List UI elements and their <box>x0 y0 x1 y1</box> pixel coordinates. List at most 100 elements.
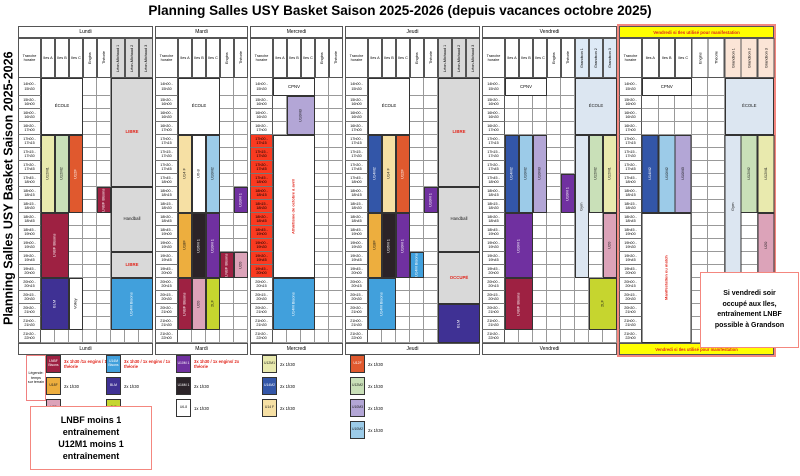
grid-cell <box>561 330 575 343</box>
block-u10m-1: U10M 1 <box>396 213 410 278</box>
time-cell: 18h30 - 18h45 <box>250 213 273 226</box>
column-header-grandson-1: Grandson 1 <box>575 38 589 78</box>
grid-cell <box>329 252 343 265</box>
time-cell: 19h30 - 19h45 <box>345 252 368 265</box>
grid-cell <box>603 330 617 343</box>
time-cell: 17h45 - 18h00 <box>250 174 273 187</box>
day-header-mardi: Mardi <box>155 26 248 38</box>
column-header-iles-a: Iles A <box>505 38 519 78</box>
column-header-iles-b: Iles B <box>192 38 206 78</box>
grid-cell <box>589 252 603 265</box>
time-cell: 20h15 - 20h30 <box>482 291 505 304</box>
grid-cell <box>97 213 111 226</box>
grid-cell <box>83 278 97 291</box>
legend-text: 2x 1h30 <box>280 383 295 389</box>
block-handball: Handball <box>111 187 153 252</box>
grid-cell <box>83 109 97 122</box>
time-cell: 19h45 - 20h00 <box>18 265 41 278</box>
column-header-iles-b: Iles B <box>287 38 301 78</box>
column-header-iles-a: Iles A <box>178 38 192 78</box>
block-u10m2: U10M2 <box>206 135 220 213</box>
time-cell: 20h00 - 20h15 <box>18 278 41 291</box>
grid-cell <box>234 213 248 226</box>
grid-cell <box>547 278 561 291</box>
block-u20: U20 <box>192 278 206 330</box>
time-cell: 20h00 - 20h15 <box>345 278 368 291</box>
grid-cell <box>234 291 248 304</box>
column-header-iles-a: Iles A <box>642 38 659 78</box>
block-u18f: U18F <box>368 213 382 278</box>
legend-item-u12f: U12F 2x 1h30 <box>350 353 420 375</box>
grid-cell <box>220 317 234 330</box>
day-body: 14h00 - 15h30 15h30 - 16h00 16h00 - 16h30 1… <box>250 78 343 343</box>
grid-cell <box>329 239 343 252</box>
grid-cell <box>708 161 725 174</box>
column-header-tranche-horaire: Tranche horaire <box>18 38 41 78</box>
legend-item-u10m2: U10M2 2x 1h30 <box>350 419 420 441</box>
grid-cell <box>561 265 575 278</box>
grid-cell <box>83 187 97 200</box>
column-header-th-orie: Théorie <box>708 38 725 78</box>
grid-cell <box>589 213 603 226</box>
time-cell: 15h30 - 16h00 <box>155 96 178 109</box>
time-cell: 14h00 - 15h30 <box>155 78 178 96</box>
column-header-grandson-3: Grandson 3 <box>757 38 774 78</box>
legend-label-box: Légende: temps sur terrain <box>26 355 46 401</box>
time-cell: 19h00 - 19h30 <box>250 239 273 252</box>
column-header-l-on-michaud-3: Léon-Michaud 3 <box>466 38 480 78</box>
time-cell: 20h30 - 21h00 <box>155 304 178 317</box>
legend-swatch-u10m3: U10M3 <box>350 399 365 417</box>
block-2lf: 2LF <box>589 278 617 330</box>
grid-cell <box>642 109 659 122</box>
grid-cell <box>547 78 561 96</box>
grid-cell <box>220 187 234 200</box>
grid-cell <box>561 291 575 304</box>
grid-cell <box>708 109 725 122</box>
legend-text: 2x 1h30 <box>368 405 383 411</box>
block-u20: U20 <box>603 213 617 278</box>
grid-cell <box>533 265 547 278</box>
side-title: Planning Salles USY Basket Saison 2025-2… <box>1 51 16 326</box>
grid-cell <box>301 330 315 343</box>
grid-cell <box>547 109 561 122</box>
block-u6-8: U6-8 <box>192 135 206 213</box>
time-cell: 16h30 - 17h00 <box>482 122 505 135</box>
block-u10m-1: U10M 1 <box>206 213 220 278</box>
legend-swatch-blm: BLM <box>106 377 121 395</box>
time-cell: 21h30 - 22h00 <box>619 330 642 343</box>
legend-text: 2x 1h30 <box>280 361 295 367</box>
block-u14-f: U14 F <box>382 135 396 213</box>
grid-cell <box>561 122 575 135</box>
grid-cell <box>234 78 248 96</box>
time-cell: 16h30 - 17h00 <box>155 122 178 135</box>
grid-cell <box>533 109 547 122</box>
column-header-iles-c: Iles C <box>533 38 547 78</box>
grid-cell <box>206 330 220 343</box>
grid-cell <box>691 148 708 161</box>
grid-cell <box>329 291 343 304</box>
grid-cell <box>410 330 424 343</box>
time-cell: 16h30 - 17h00 <box>345 122 368 135</box>
block-cpnv: CPNV <box>642 78 692 96</box>
block-cole: ÉCOLE <box>178 78 220 135</box>
time-cell: 14h00 - 15h30 <box>619 78 642 96</box>
column-header-grandson-2: Grandson 2 <box>589 38 603 78</box>
time-cell: 19h45 - 20h00 <box>345 265 368 278</box>
grid-cell <box>382 330 396 343</box>
block-volley: Volley <box>69 278 83 330</box>
grid-cell <box>220 78 234 96</box>
block-u12m2: U12M2 <box>55 135 69 213</box>
grid-cell <box>410 187 424 200</box>
column-header-iles-b: Iles B <box>55 38 69 78</box>
column-header-l-on-michaud-1: Léon-Michaud 1 <box>111 38 125 78</box>
time-cell: 17h15 - 17h30 <box>18 148 41 161</box>
column-header-th-orie: Théorie <box>329 38 343 78</box>
block-u10m3: U10M3 <box>533 135 547 213</box>
block-cole: ÉCOLE <box>368 78 410 135</box>
grid-cell <box>505 109 519 122</box>
time-cell: 17h30 - 17h45 <box>619 161 642 174</box>
grid-cell <box>97 148 111 161</box>
legend-item-u10m-1: U10M 1 3x 1h30 / 1x engins/ 2x théorie <box>176 353 246 375</box>
day-header-vendredi-si-iles-utilis-pour-manifestation: Vendredi si Iles utilisé pour manifestat… <box>619 26 774 38</box>
grid-cell <box>234 122 248 135</box>
